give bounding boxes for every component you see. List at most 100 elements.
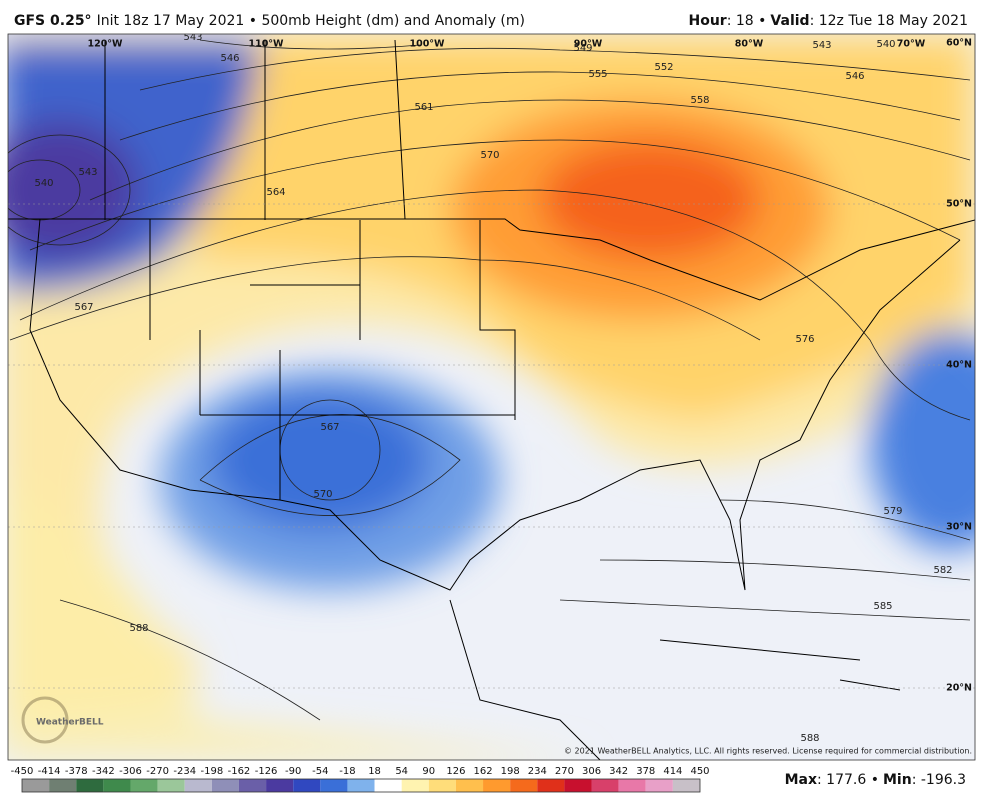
min-label: Min: [883, 772, 912, 788]
height-contours: [8, 39, 971, 721]
header-right: Hour: 18 • Valid: 12z Tue 18 May 2021: [689, 13, 969, 29]
latitude-label: 50°N: [946, 199, 972, 210]
colorbar-tick-label: -54: [312, 766, 328, 777]
contour-label: 543: [812, 40, 831, 51]
map: 543 546 549 555 552 558 561 543 540 546 543 540 570 5…: [8, 32, 975, 760]
colorbar-tick-label: -198: [200, 766, 223, 777]
colorbar-swatch: [347, 779, 375, 792]
map-frame: [7, 33, 976, 761]
colorbar-tick-label: -270: [146, 766, 169, 777]
contour-label: 540: [876, 39, 895, 50]
colorbar-swatch: [645, 779, 673, 792]
contour-label: 588: [129, 623, 148, 634]
longitude-label: 120°W: [87, 39, 123, 50]
colorbar-tick-label: 90: [422, 766, 435, 777]
min-value: : -196.3: [912, 772, 966, 788]
contour-label: 567: [74, 302, 93, 313]
contour-label: 546: [845, 71, 864, 82]
contour-label: 570: [480, 150, 499, 161]
colorbar-swatch: [157, 779, 185, 792]
colorbar-tick-label: -18: [339, 766, 355, 777]
contour-label: 579: [883, 506, 902, 517]
logo: WeatherBELL: [21, 696, 104, 744]
colorbar-tick-label: -234: [173, 766, 196, 777]
contour-label: 576: [795, 334, 814, 345]
valid-value: : 12z Tue 18 May 2021: [810, 13, 968, 29]
colorbar-swatch: [591, 779, 619, 792]
colorbar-tick-label: -414: [38, 766, 61, 777]
colorbar-swatch: [184, 779, 212, 792]
colorbar-swatch: [401, 779, 429, 792]
header-left: GFS 0.25° Init 18z 17 May 2021 • 500mb He…: [14, 13, 525, 29]
contour-label: 540: [34, 178, 53, 189]
colorbar-tick-label: 234: [528, 766, 547, 777]
logo-text: WeatherBELL: [36, 718, 104, 728]
longitude-label: 70°W: [897, 39, 926, 50]
colorbar-swatch: [49, 779, 77, 792]
colorbar-tick-label: 54: [395, 766, 408, 777]
hour-value: : 18 •: [727, 13, 767, 29]
colorbar-swatch: [130, 779, 158, 792]
colorbar-swatch: [211, 779, 239, 792]
colorbar: -450 -414 -378 -342 -306 -270 -234 -198 -162 -126…: [11, 766, 710, 793]
valid-label: Valid: [770, 13, 809, 29]
anomaly-field: [8, 34, 975, 760]
latitude-label: 60°N: [946, 38, 972, 49]
colorbar-tick-label: 378: [636, 766, 655, 777]
longitude-label: 90°W: [574, 39, 603, 50]
contour-label: 570: [313, 489, 332, 500]
graticule: [8, 203, 975, 689]
contour-label: 546: [220, 53, 239, 64]
colorbar-tick-label: -378: [65, 766, 88, 777]
colorbar-tick-label: 342: [609, 766, 628, 777]
colorbar-tick-label: -450: [11, 766, 34, 777]
colorbar-swatch: [564, 779, 592, 792]
contour-label: 561: [414, 102, 433, 113]
colorbar-tick-label: -306: [119, 766, 142, 777]
colorbar-tick-label: 270: [555, 766, 574, 777]
contour-label: 585: [873, 601, 892, 612]
colorbar-tick-label: 126: [446, 766, 465, 777]
colorbar-swatch: [103, 779, 131, 792]
colorbar-swatch: [76, 779, 104, 792]
contour-label: 555: [588, 69, 607, 80]
header-title: Init 18z 17 May 2021 • 500mb Height (dm)…: [97, 13, 525, 29]
colorbar-tick-label: 162: [473, 766, 492, 777]
colorbar-frame: [21, 778, 701, 793]
colorbar-swatch: [293, 779, 321, 792]
colorbar-swatch: [672, 779, 700, 792]
colorbar-tick-label: 450: [690, 766, 709, 777]
contour-label: 558: [690, 95, 709, 106]
footer-stats: Max: 177.6 • Min: -196.3: [785, 772, 966, 788]
contour-label: 543: [183, 32, 202, 43]
latitude-label: 40°N: [946, 360, 972, 371]
longitude-label: 100°W: [409, 39, 445, 50]
contour-labels: 543 546 549 555 552 558 561 543 540 546 543 540 570 5…: [34, 32, 952, 744]
colorbar-swatch: [320, 779, 348, 792]
contour-label: 567: [320, 422, 339, 433]
colorbar-swatch: [374, 779, 402, 792]
colorbar-tick-label: -162: [228, 766, 251, 777]
colorbar-swatch: [510, 779, 538, 792]
longitude-label: 110°W: [248, 39, 284, 50]
longitude-label: 80°W: [735, 39, 764, 50]
colorbar-tick-label: 198: [501, 766, 520, 777]
colorbar-swatch: [238, 779, 267, 792]
hour-label: Hour: [689, 13, 727, 29]
contour-label: 552: [654, 62, 673, 73]
colorbar-swatch: [266, 779, 294, 792]
colorbar-swatch: [618, 779, 646, 792]
contour-label: 588: [800, 733, 819, 744]
max-label: Max: [785, 772, 817, 788]
copyright: © 2021 WeatherBELL Analytics, LLC. All r…: [564, 747, 972, 756]
colorbar-swatch: [22, 779, 50, 792]
contour-label: 543: [78, 167, 97, 178]
contour-label: 549: [573, 43, 592, 54]
model: GFS 0.25°: [14, 13, 92, 29]
colorbar-swatch: [483, 779, 511, 792]
borders: [8, 39, 975, 760]
colorbar-tick-label: 306: [582, 766, 601, 777]
colorbar-swatch: [455, 779, 484, 792]
colorbar-tick-label: -342: [92, 766, 115, 777]
